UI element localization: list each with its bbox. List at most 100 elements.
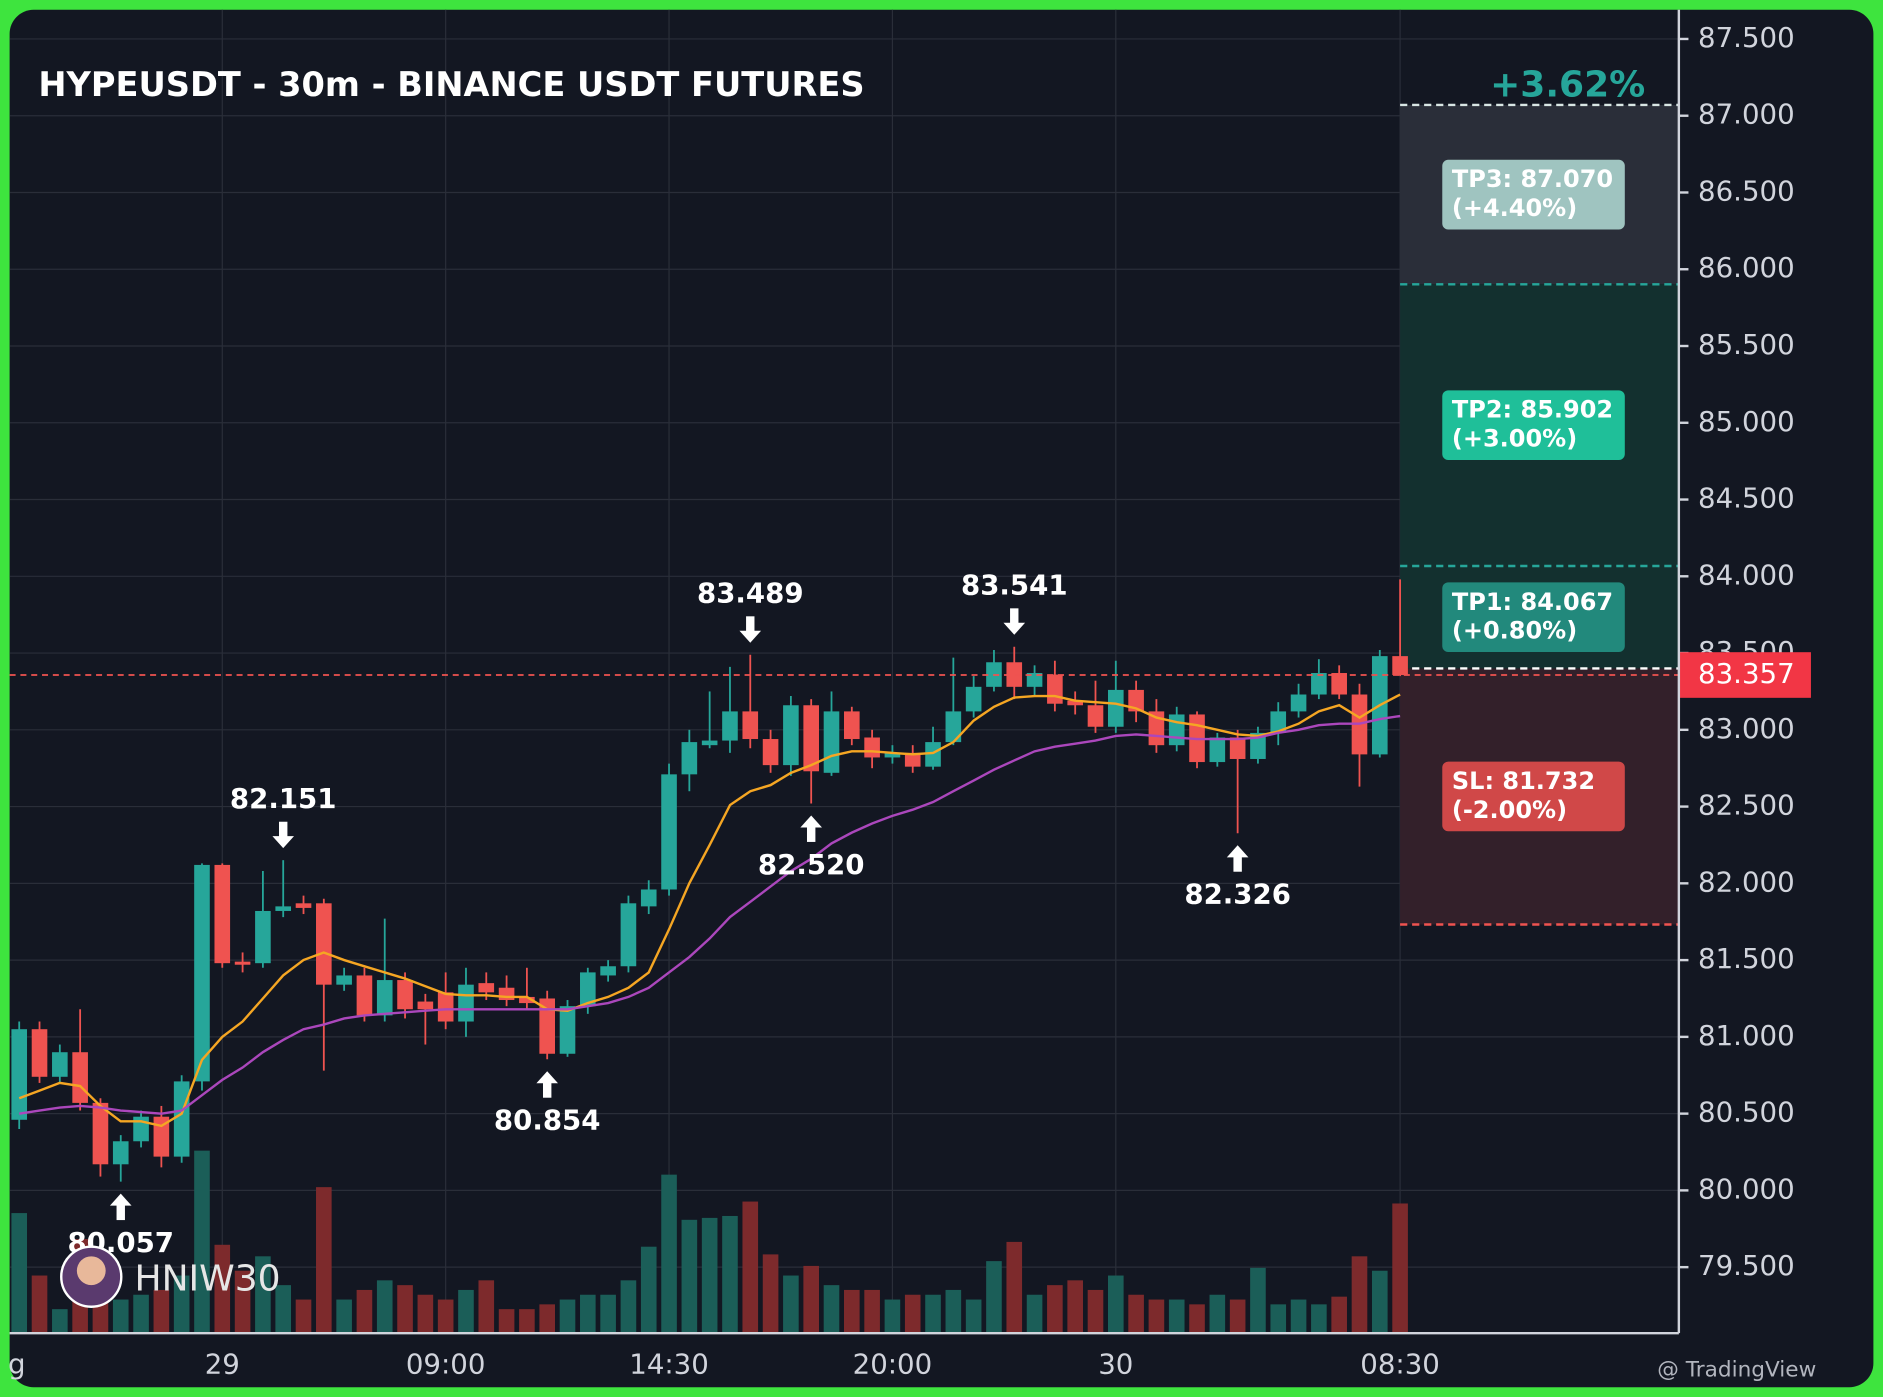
- target-pct: (+3.00%): [1452, 425, 1577, 453]
- volume-bar: [397, 1285, 413, 1334]
- candle-body: [295, 903, 312, 908]
- candle-body: [437, 992, 454, 1022]
- volume-bar: [1392, 1203, 1408, 1334]
- moving-average: [18, 693, 1401, 1128]
- volume-bar: [864, 1289, 880, 1334]
- y-tick-label: 82.500: [1698, 789, 1795, 822]
- target-label: TP1: 84.067: [1452, 588, 1613, 616]
- volume-bar: [437, 1299, 454, 1334]
- candle-body: [864, 737, 880, 758]
- volume-bar: [742, 1201, 759, 1334]
- candle-body: [742, 711, 759, 740]
- candle-body: [1229, 737, 1246, 759]
- volume-bar: [234, 1270, 251, 1334]
- volume-bar: [965, 1299, 982, 1334]
- volume-bar: [153, 1289, 170, 1334]
- candle-body: [783, 705, 799, 766]
- candle-body: [701, 740, 718, 746]
- candle-body: [397, 980, 413, 1010]
- candle-body: [336, 975, 352, 985]
- target-label: TP3: 87.070: [1452, 165, 1613, 193]
- candle-body: [417, 1001, 434, 1010]
- volume-bar: [986, 1261, 1002, 1334]
- volume-bar: [316, 1187, 332, 1334]
- volume-bar: [580, 1294, 596, 1334]
- y-tick-label: 86.500: [1698, 174, 1795, 207]
- candle-body: [904, 752, 921, 767]
- volume-bar: [1351, 1256, 1368, 1334]
- volume-bar: [1209, 1294, 1226, 1334]
- annotation-arrow: [1226, 845, 1249, 858]
- volume-bar: [600, 1294, 616, 1334]
- candle-body: [1270, 711, 1287, 733]
- volume-bar: [1047, 1285, 1063, 1334]
- volume-bar: [1270, 1304, 1287, 1334]
- volume-bar: [417, 1294, 434, 1334]
- annotation-arrow-stem: [746, 616, 755, 632]
- candle-body: [1067, 700, 1083, 706]
- y-tick-label: 84.000: [1698, 558, 1795, 591]
- candle-body: [640, 889, 657, 907]
- candle-body: [214, 864, 231, 964]
- candle-body: [1290, 694, 1307, 712]
- candle-body: [1026, 673, 1043, 687]
- volume-bar: [803, 1265, 819, 1334]
- annotation-arrow: [800, 815, 822, 828]
- volume-bar: [214, 1244, 231, 1334]
- y-tick-label: 83.000: [1698, 712, 1795, 745]
- chart-title: HYPEUSDT - 30m - BINANCE USDT FUTURES: [38, 65, 864, 104]
- volume-bar: [701, 1217, 718, 1334]
- volume-bar: [275, 1285, 292, 1334]
- volume-bar: [945, 1289, 962, 1334]
- annotation-arrow: [536, 1071, 559, 1084]
- credit: @ TradingView: [1657, 1357, 1816, 1382]
- volume-bar: [1331, 1296, 1347, 1334]
- candle-body: [112, 1141, 129, 1165]
- y-tick-label: 87.500: [1698, 21, 1795, 54]
- candle-body: [52, 1052, 68, 1077]
- volume-bar: [1128, 1294, 1144, 1334]
- candle-body: [498, 987, 515, 1001]
- volume-bar: [1229, 1299, 1246, 1334]
- candle-body: [234, 961, 251, 965]
- candle-body: [681, 742, 698, 775]
- position-change: +3.62%: [1490, 65, 1645, 106]
- candle-body: [539, 998, 556, 1054]
- y-tick-label: 82.000: [1698, 865, 1795, 898]
- y-tick-label: 80.000: [1698, 1172, 1795, 1205]
- x-tick-label: 30: [1098, 1348, 1133, 1381]
- x-tick-label: 20:00: [853, 1348, 933, 1381]
- y-tick-label: 87.000: [1698, 98, 1795, 131]
- volume-bar: [1189, 1304, 1205, 1334]
- candle-body: [376, 980, 393, 1016]
- y-tick-label: 85.000: [1698, 405, 1795, 438]
- volume-bar: [823, 1285, 840, 1334]
- candle-body: [92, 1102, 109, 1165]
- volume-bar: [478, 1280, 495, 1334]
- candle-body: [458, 984, 474, 1022]
- last-price-box: [1678, 652, 1811, 698]
- watermark: HNIW30: [135, 1258, 281, 1299]
- candle-body: [1311, 673, 1327, 695]
- volume-bar: [843, 1289, 860, 1334]
- candle-body: [803, 705, 819, 772]
- volume-bar: [498, 1309, 515, 1334]
- volume-bar: [1006, 1241, 1023, 1334]
- annotation-arrow-stem: [1233, 856, 1242, 872]
- target-label-box: [1442, 390, 1625, 460]
- volume-bar: [1067, 1280, 1083, 1334]
- volume-bar: [31, 1275, 48, 1334]
- volume-bar: [925, 1294, 941, 1334]
- annotation-label: 82.520: [758, 848, 865, 881]
- volume-bar: [194, 1150, 210, 1334]
- annotation-arrow: [739, 630, 762, 643]
- candle-body: [11, 1029, 28, 1120]
- volume-bar: [458, 1289, 474, 1334]
- y-tick-label: 79.500: [1698, 1249, 1795, 1282]
- volume-bar: [661, 1174, 677, 1334]
- volume-bar: [904, 1294, 921, 1334]
- candle-body: [580, 972, 596, 1007]
- y-tick-label: 85.500: [1698, 328, 1795, 361]
- candle-body: [478, 983, 495, 993]
- volume-bar: [173, 1275, 190, 1334]
